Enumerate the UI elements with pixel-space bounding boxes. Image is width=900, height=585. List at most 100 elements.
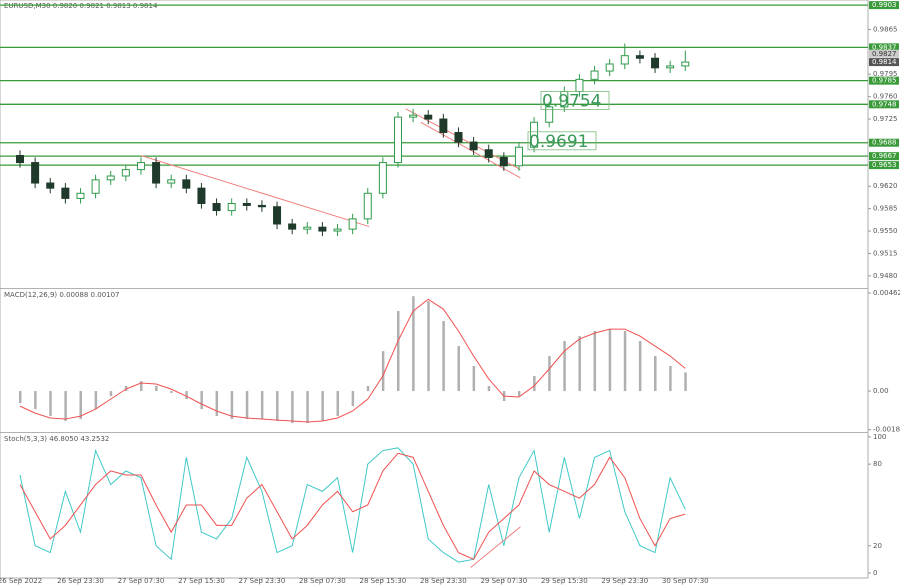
macd-bar (306, 391, 309, 424)
candle-body (16, 155, 24, 164)
macd-bar (260, 391, 264, 420)
candle-body (651, 57, 660, 69)
candle-body (152, 162, 161, 184)
candle-body (545, 106, 554, 123)
y-tick-label: 0.00 (873, 387, 889, 395)
macd-bar (64, 391, 67, 421)
macd-bar (548, 356, 551, 392)
macd-bar (412, 296, 415, 392)
level-label-box (869, 138, 899, 147)
trendline (470, 526, 521, 568)
y-tick-label: 0.9725 (873, 115, 898, 123)
macd-bar (291, 391, 294, 424)
macd-bar (442, 321, 445, 392)
y-tick-label: 100 (873, 433, 886, 441)
x-tick-label: 29 Sep 15:30 (541, 577, 588, 585)
candle-body (76, 192, 85, 199)
candle-body (439, 118, 448, 133)
candle-body (182, 179, 191, 189)
stoch-line (19, 452, 686, 561)
candle-body (333, 228, 342, 232)
panel-title: Stoch(5,3,3) 46.8050 43.2532 (4, 435, 109, 443)
trendline (140, 155, 370, 228)
x-tick-label: 27 Sep 07:30 (118, 577, 165, 585)
x-tick-label: 27 Sep 23:30 (239, 577, 286, 585)
candle-body (106, 175, 115, 181)
candle-body (363, 192, 372, 220)
annotation: 0.9691 (529, 132, 588, 152)
macd-bar (623, 331, 627, 392)
macd-bar (366, 385, 370, 392)
candle-body (288, 223, 297, 230)
macd-bar (638, 340, 642, 392)
panel-title: EURUSD,M30 0.9820 0.9821 0.9813 0.9814 (4, 2, 158, 10)
level-label: 0.9785 (872, 77, 897, 85)
macd-bar (578, 336, 581, 392)
price-marker: 0.9827 (872, 50, 897, 58)
candle-body (469, 141, 478, 151)
candle-body (590, 70, 599, 80)
candle-body (348, 218, 357, 230)
macd-bar (155, 385, 158, 392)
y-tick-label: 0.9480 (873, 272, 898, 280)
candle-body (197, 187, 206, 205)
candle-body (31, 162, 40, 184)
candle-body (257, 204, 266, 208)
macd-bar (517, 391, 521, 397)
candle-body (227, 203, 236, 212)
macd-bar (200, 391, 203, 410)
price-marker: 0.9814 (872, 58, 897, 66)
candle-body (121, 169, 130, 177)
macd-bar (276, 391, 279, 421)
macd-bar (593, 331, 597, 392)
y-tick-label: 0.9865 (873, 25, 898, 33)
candle-body (499, 156, 508, 167)
candle-body (394, 116, 402, 164)
macd-bar (684, 372, 687, 392)
y-tick-label: 0.9585 (873, 205, 898, 213)
y-tick-label: 0.00462 (873, 289, 900, 297)
candle-body (575, 78, 584, 93)
x-tick-label: 26 Sep 23:30 (57, 577, 104, 585)
x-tick-label: 30 Sep 07:30 (662, 577, 709, 585)
candle-body (46, 182, 55, 189)
macd-bar (563, 340, 566, 392)
level-label: 0.9748 (872, 100, 897, 108)
macd-bar (185, 391, 188, 400)
candle-body (61, 187, 70, 199)
macd-bar (351, 391, 355, 407)
level-label: 0.9653 (872, 161, 897, 169)
macd-bar (427, 301, 430, 392)
candle-body (514, 146, 523, 167)
candle-body (273, 206, 282, 225)
macd-bar (94, 391, 98, 410)
y-tick-label: 0.9550 (873, 227, 898, 235)
macd-bar (457, 346, 460, 392)
level-label: 0.9688 (872, 139, 897, 147)
y-tick-label: 80 (873, 460, 882, 468)
macd-bar (170, 391, 173, 393)
candle-body (91, 179, 100, 194)
candle-body (454, 131, 463, 143)
y-tick-label: 0.9795 (873, 70, 898, 78)
macd-bar (139, 381, 143, 392)
candle-body (303, 226, 312, 230)
macd-bar (19, 391, 22, 404)
macd-bar (472, 366, 476, 392)
annotation-box (527, 131, 597, 151)
level-label-box (869, 1, 899, 10)
macd-bar (215, 391, 219, 417)
macd-bar (533, 375, 536, 392)
level-label-box (869, 152, 899, 161)
x-tick-label: 28 Sep 15:30 (360, 577, 407, 585)
stoch-line (19, 447, 686, 563)
level-label-box (869, 76, 899, 85)
candle-body (666, 65, 675, 69)
candle-body (318, 226, 327, 232)
macd-bar (654, 356, 657, 392)
candle-body (212, 203, 221, 212)
annotation-box (540, 91, 610, 110)
macd-bar (487, 385, 491, 392)
